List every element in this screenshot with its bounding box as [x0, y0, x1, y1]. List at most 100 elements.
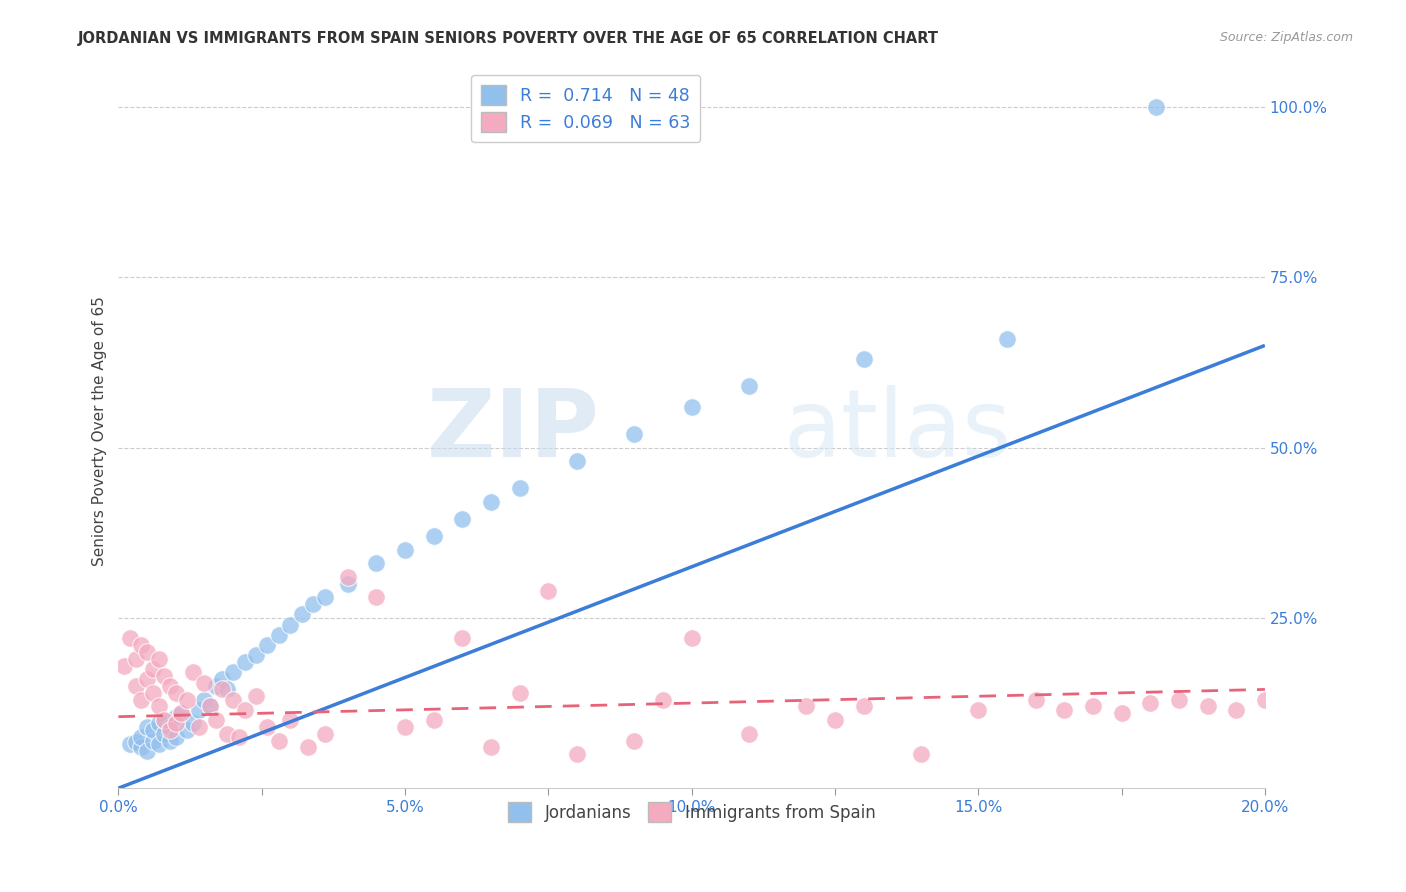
- Point: [233, 703, 256, 717]
- Point: [142, 733, 165, 747]
- Y-axis label: Seniors Poverty Over the Age of 65: Seniors Poverty Over the Age of 65: [93, 295, 107, 566]
- Point: [479, 740, 502, 755]
- Point: [256, 720, 278, 734]
- Point: [136, 672, 159, 686]
- Point: [142, 686, 165, 700]
- Point: [1053, 703, 1076, 717]
- Point: [623, 733, 645, 747]
- Point: [852, 352, 875, 367]
- Point: [451, 512, 474, 526]
- Point: [148, 716, 170, 731]
- Point: [153, 713, 176, 727]
- Point: [738, 727, 761, 741]
- Point: [824, 713, 846, 727]
- Point: [112, 658, 135, 673]
- Point: [336, 577, 359, 591]
- Point: [165, 686, 187, 700]
- Point: [205, 679, 228, 693]
- Point: [217, 727, 239, 741]
- Point: [336, 570, 359, 584]
- Point: [623, 427, 645, 442]
- Point: [159, 679, 181, 693]
- Point: [142, 723, 165, 738]
- Point: [187, 720, 209, 734]
- Point: [509, 686, 531, 700]
- Point: [136, 645, 159, 659]
- Point: [159, 733, 181, 747]
- Point: [142, 662, 165, 676]
- Point: [153, 713, 176, 727]
- Point: [136, 744, 159, 758]
- Text: Source: ZipAtlas.com: Source: ZipAtlas.com: [1219, 31, 1353, 45]
- Point: [198, 699, 221, 714]
- Point: [267, 733, 290, 747]
- Point: [1197, 699, 1219, 714]
- Point: [170, 706, 193, 721]
- Point: [1254, 692, 1277, 706]
- Point: [1144, 100, 1167, 114]
- Point: [159, 720, 181, 734]
- Point: [205, 713, 228, 727]
- Point: [131, 692, 153, 706]
- Point: [537, 583, 560, 598]
- Point: [124, 679, 146, 693]
- Point: [228, 730, 250, 744]
- Point: [153, 727, 176, 741]
- Point: [181, 665, 204, 680]
- Point: [479, 495, 502, 509]
- Point: [148, 652, 170, 666]
- Point: [267, 628, 290, 642]
- Text: atlas: atlas: [783, 384, 1012, 476]
- Point: [136, 720, 159, 734]
- Point: [1081, 699, 1104, 714]
- Point: [565, 454, 588, 468]
- Point: [967, 703, 990, 717]
- Point: [211, 672, 233, 686]
- Point: [738, 379, 761, 393]
- Point: [565, 747, 588, 761]
- Point: [681, 400, 703, 414]
- Point: [1025, 692, 1047, 706]
- Point: [366, 557, 388, 571]
- Point: [118, 737, 141, 751]
- Text: JORDANIAN VS IMMIGRANTS FROM SPAIN SENIORS POVERTY OVER THE AGE OF 65 CORRELATIO: JORDANIAN VS IMMIGRANTS FROM SPAIN SENIO…: [77, 31, 938, 46]
- Point: [681, 632, 703, 646]
- Point: [193, 692, 215, 706]
- Point: [1225, 703, 1247, 717]
- Point: [995, 332, 1018, 346]
- Point: [422, 529, 444, 543]
- Point: [256, 638, 278, 652]
- Point: [245, 648, 267, 663]
- Point: [181, 716, 204, 731]
- Point: [297, 740, 319, 755]
- Point: [233, 655, 256, 669]
- Point: [159, 723, 181, 738]
- Point: [451, 632, 474, 646]
- Point: [1167, 692, 1189, 706]
- Point: [1111, 706, 1133, 721]
- Point: [314, 591, 336, 605]
- Point: [394, 720, 416, 734]
- Point: [280, 617, 302, 632]
- Point: [394, 542, 416, 557]
- Point: [124, 735, 146, 749]
- Point: [302, 597, 325, 611]
- Point: [131, 740, 153, 755]
- Text: ZIP: ZIP: [427, 384, 600, 476]
- Point: [222, 665, 245, 680]
- Point: [176, 692, 198, 706]
- Legend: Jordanians, Immigrants from Spain: Jordanians, Immigrants from Spain: [499, 794, 884, 830]
- Point: [652, 692, 675, 706]
- Point: [1139, 696, 1161, 710]
- Point: [153, 669, 176, 683]
- Point: [131, 730, 153, 744]
- Point: [198, 699, 221, 714]
- Point: [176, 723, 198, 738]
- Point: [280, 713, 302, 727]
- Point: [148, 737, 170, 751]
- Point: [148, 699, 170, 714]
- Point: [794, 699, 817, 714]
- Point: [222, 692, 245, 706]
- Point: [193, 675, 215, 690]
- Point: [165, 716, 187, 731]
